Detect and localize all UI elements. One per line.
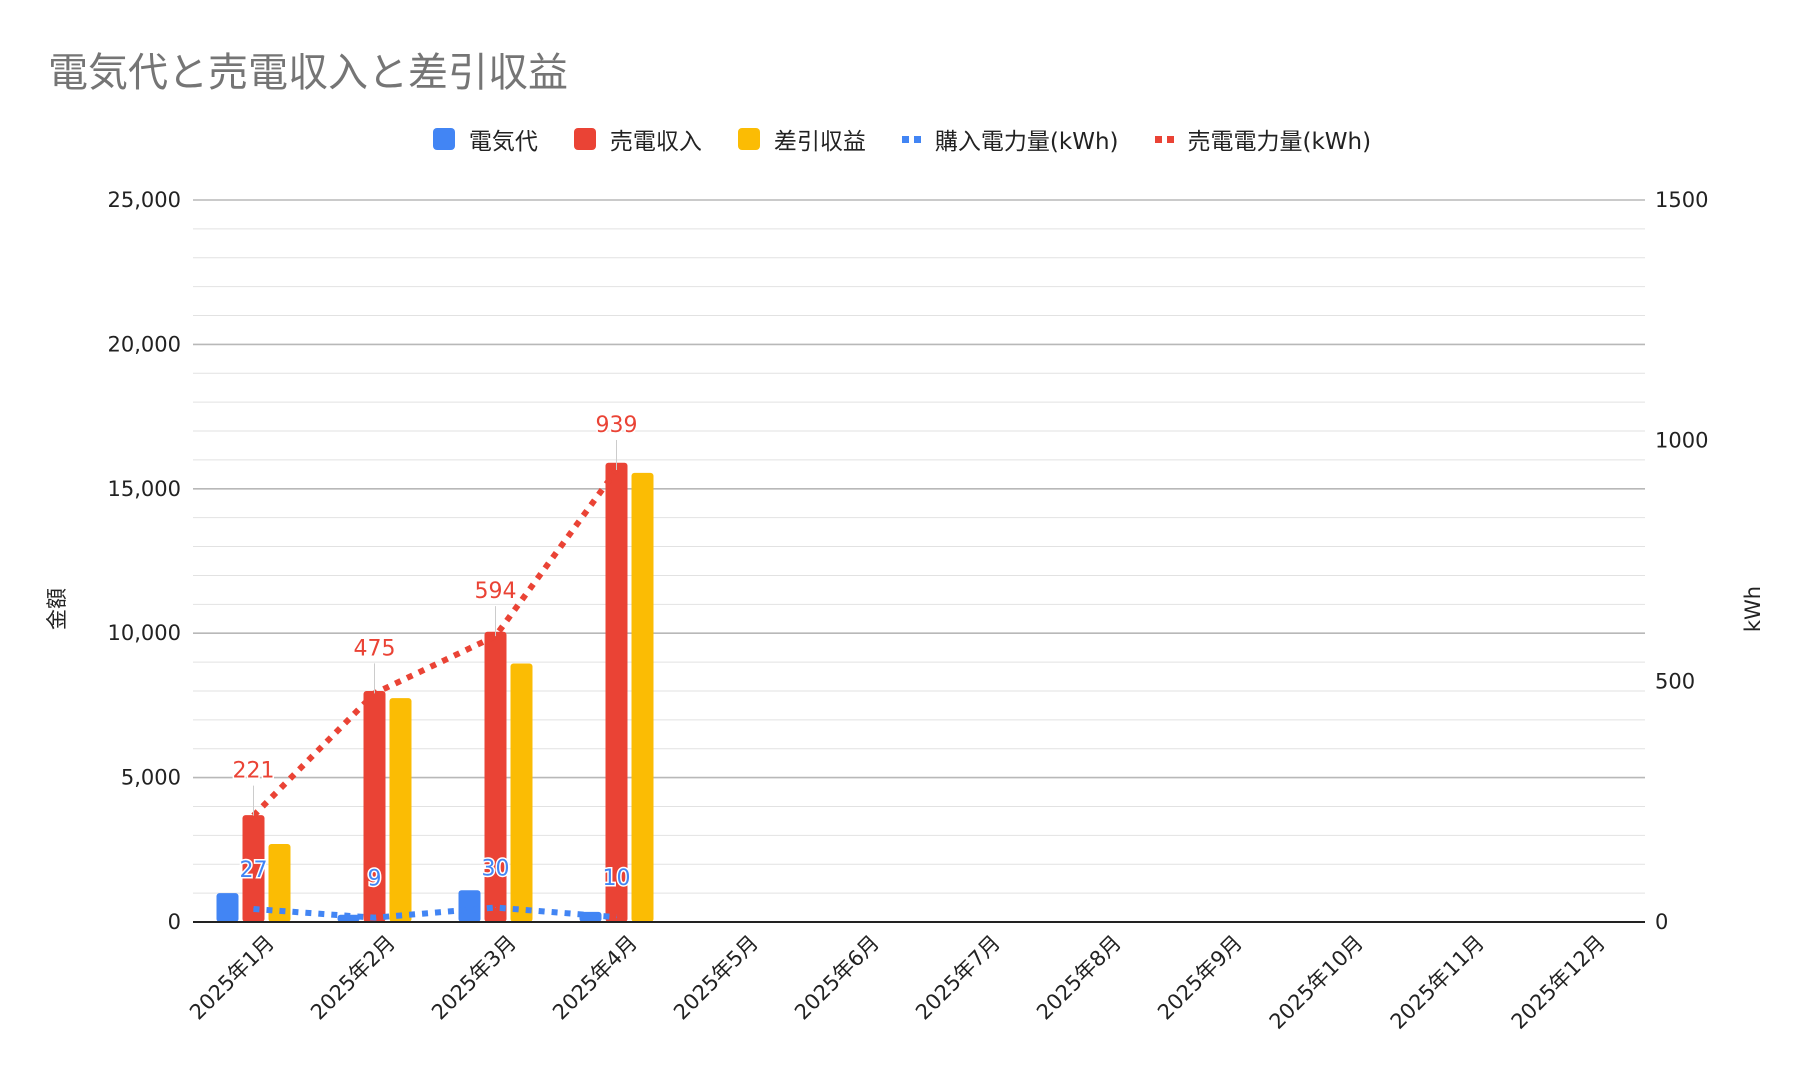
data-label: 9 (368, 867, 382, 892)
chart-title: 電気代と売電収入と差引収益 (48, 50, 568, 96)
legend-item-net-profit[interactable]: 差引収益 (737, 122, 866, 156)
bar (510, 663, 533, 922)
x-tick-label: 2025年5月 (669, 931, 763, 1025)
series-point (495, 907, 496, 909)
data-label: 27 (240, 858, 268, 883)
legend-label-sales-income: 売電収入 (609, 129, 702, 155)
axis-layer: 25,000 20,000 15,000 10,000 5,000 0 1500 1000 50… (108, 188, 1709, 1034)
y-axis-title: 金額 (45, 588, 69, 630)
x-tick-label: 2025年11月 (1386, 931, 1489, 1034)
y-tick-label: 5,000 (121, 766, 181, 790)
legend-swatch-purchased-kwh (901, 135, 921, 143)
series-point (374, 917, 375, 919)
bar (484, 631, 507, 922)
y2-axis-title: kWh (1741, 586, 1765, 632)
y-tick-label: 15,000 (108, 477, 181, 501)
legend-swatch-electricity-cost (432, 128, 455, 150)
data-label: 475 (354, 636, 396, 661)
x-tick-label: 2025年10月 (1265, 931, 1368, 1034)
bar (458, 890, 481, 922)
legend-item-sold-kwh[interactable]: 売電電力量(kWh) (1154, 122, 1372, 156)
y-tick-label: 20,000 (108, 332, 181, 356)
x-tick-label: 2025年9月 (1153, 931, 1247, 1025)
legend-item-electricity-cost[interactable]: 電気代 (432, 122, 538, 156)
legend: 電気代 売電収入 差引収益 購入電力量(kWh) 売電電力量(kWh) (0, 122, 1804, 156)
y2-tick-label: 0 (1655, 910, 1668, 934)
x-tick-label: 2025年8月 (1032, 931, 1126, 1025)
series-point (616, 916, 617, 918)
legend-item-sales-income[interactable]: 売電収入 (573, 122, 702, 156)
legend-label-electricity-cost: 電気代 (468, 129, 538, 155)
x-tick-label: 2025年6月 (790, 931, 884, 1025)
legend-item-purchased-kwh[interactable]: 購入電力量(kWh) (901, 122, 1119, 156)
y-tick-label: 0 (168, 910, 181, 934)
y2-tick-label: 1500 (1655, 188, 1708, 212)
legend-swatch-net-profit (737, 128, 760, 150)
data-label: 939 (596, 413, 638, 438)
y-tick-label: 10,000 (108, 621, 181, 645)
bar (363, 690, 386, 922)
series-point (253, 908, 254, 910)
line-layer (251, 468, 619, 921)
legend-swatch-sales-income (573, 128, 596, 150)
data-label: 30 (482, 857, 510, 882)
x-tick-label: 2025年3月 (427, 931, 521, 1025)
bar (268, 844, 291, 922)
bar (242, 815, 265, 922)
data-label: 10 (603, 866, 631, 891)
bar (605, 462, 628, 922)
x-tick-label: 2025年7月 (911, 931, 1005, 1025)
bar (216, 893, 239, 922)
data-label: 594 (475, 579, 517, 604)
legend-label-net-profit: 差引収益 (773, 129, 866, 155)
label-layer: 27 9 30 10 221 475 594 939 (231, 412, 639, 894)
y-tick-label: 25,000 (108, 188, 181, 212)
legend-label-sold-kwh: 売電電力量(kWh) (1187, 129, 1372, 155)
x-tick-label: 2025年1月 (185, 931, 279, 1025)
data-label: 221 (233, 759, 275, 784)
y2-tick-label: 500 (1655, 669, 1695, 693)
series-line (251, 468, 619, 818)
bar (631, 472, 654, 922)
bar (389, 698, 412, 922)
legend-swatch-sold-kwh (1154, 135, 1174, 143)
x-tick-label: 2025年12月 (1507, 931, 1610, 1034)
series-line (253, 904, 617, 921)
bar-layer (216, 462, 654, 922)
y2-tick-label: 1000 (1655, 429, 1708, 453)
legend-label-purchased-kwh: 購入電力量(kWh) (934, 129, 1119, 155)
x-tick-label: 2025年4月 (548, 931, 642, 1025)
x-tick-label: 2025年2月 (306, 931, 400, 1025)
